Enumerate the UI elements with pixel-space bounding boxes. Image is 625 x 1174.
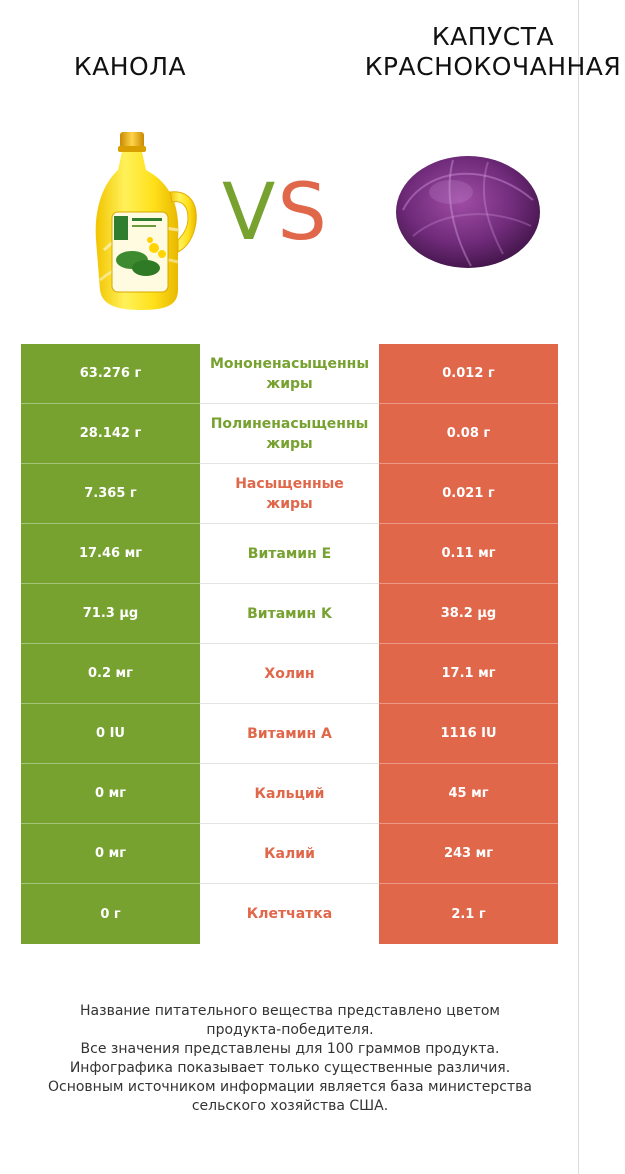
right-value: 17.1 мг	[379, 644, 558, 704]
right-value: 2.1 г	[379, 884, 558, 944]
nutrient-name-line: жиры	[266, 435, 313, 452]
frame-border	[578, 0, 579, 1174]
table-row: 0 г Клетчатка 2.1 г	[21, 884, 558, 944]
left-value: 63.276 г	[21, 344, 200, 404]
right-value: 1116 IU	[379, 704, 558, 764]
nutrient-name-line: жиры	[266, 495, 313, 512]
nutrient-name: Калий	[200, 824, 379, 884]
nutrient-name: Холин	[200, 644, 379, 704]
comparison-table: 63.276 г Мононенасыщенны жиры 0.012 г 28.142…	[21, 344, 558, 944]
table-row: 0 мг Калий 243 мг	[21, 824, 558, 884]
left-value: 0 мг	[21, 824, 200, 884]
footer-line: продукта-победителя.	[206, 1022, 374, 1038]
nutrient-name-line: Насыщенные	[235, 475, 344, 492]
right-product-title: КАПУСТА КРАСНОКОЧАННАЯ	[364, 22, 622, 81]
left-product-title: КАНОЛА	[73, 52, 187, 81]
nutrient-name-line: жиры	[266, 375, 313, 392]
left-value: 0.2 мг	[21, 644, 200, 704]
nutrient-name-line: Мононенасыщенны	[209, 355, 370, 372]
footer-line: Основным источником информации является …	[48, 1079, 532, 1095]
left-value: 0 IU	[21, 704, 200, 764]
nutrient-name-line: Полиненасыщенны	[210, 415, 369, 432]
nutrient-name: Клетчатка	[200, 884, 379, 944]
table-row: 71.3 µg Витамин K 38.2 µg	[21, 584, 558, 644]
left-value: 0 мг	[21, 764, 200, 824]
versus-label: VS	[222, 168, 329, 258]
right-value: 243 мг	[379, 824, 558, 884]
nutrient-name: Кальций	[200, 764, 379, 824]
right-value: 0.021 г	[379, 464, 558, 524]
table-row: 0.2 мг Холин 17.1 мг	[21, 644, 558, 704]
nutrient-name: Полиненасыщенны жиры	[200, 404, 379, 464]
table-row: 0 мг Кальций 45 мг	[21, 764, 558, 824]
left-value: 28.142 г	[21, 404, 200, 464]
right-value: 45 мг	[379, 764, 558, 824]
nutrient-name-line: Витамин E	[247, 545, 332, 562]
vs-letter-v: V	[222, 168, 278, 258]
nutrient-name-line: Холин	[264, 665, 315, 682]
canola-oil-bottle-image	[95, 132, 197, 310]
nutrient-name-line: Кальций	[254, 785, 325, 802]
left-value: 17.46 мг	[21, 524, 200, 584]
left-value: 7.365 г	[21, 464, 200, 524]
red-cabbage-image	[396, 156, 540, 268]
vs-letter-s: S	[277, 168, 329, 258]
table-row: 63.276 г Мононенасыщенны жиры 0.012 г	[21, 344, 558, 404]
left-value: 71.3 µg	[21, 584, 200, 644]
right-value: 0.012 г	[379, 344, 558, 404]
footer-note: Название питательного вещества представл…	[0, 1002, 580, 1116]
table-row: 7.365 г Насыщенные жиры 0.021 г	[21, 464, 558, 524]
nutrient-name: Насыщенные жиры	[200, 464, 379, 524]
nutrient-name: Витамин K	[200, 584, 379, 644]
nutrient-name: Витамин A	[200, 704, 379, 764]
footer-line: Инфографика показывает только существенн…	[69, 1060, 511, 1076]
right-value: 0.11 мг	[379, 524, 558, 584]
right-value: 0.08 г	[379, 404, 558, 464]
nutrient-name-line: Витамин A	[247, 725, 332, 742]
table-row: 28.142 г Полиненасыщенны жиры 0.08 г	[21, 404, 558, 464]
nutrient-name: Мононенасыщенны жиры	[200, 344, 379, 404]
right-value: 38.2 µg	[379, 584, 558, 644]
table-row: 0 IU Витамин A 1116 IU	[21, 704, 558, 764]
table-row: 17.46 мг Витамин E 0.11 мг	[21, 524, 558, 584]
nutrient-name-line: Витамин K	[247, 605, 332, 622]
nutrient-name: Витамин E	[200, 524, 379, 584]
nutrient-name-line: Клетчатка	[246, 906, 333, 922]
left-value: 0 г	[21, 884, 200, 944]
footer-line: Название питательного вещества представл…	[80, 1003, 500, 1019]
nutrient-name-line: Калий	[264, 845, 315, 862]
footer-line: сельского хозяйства США.	[191, 1098, 389, 1114]
footer-line: Все значения представлены для 100 граммо…	[80, 1041, 500, 1057]
